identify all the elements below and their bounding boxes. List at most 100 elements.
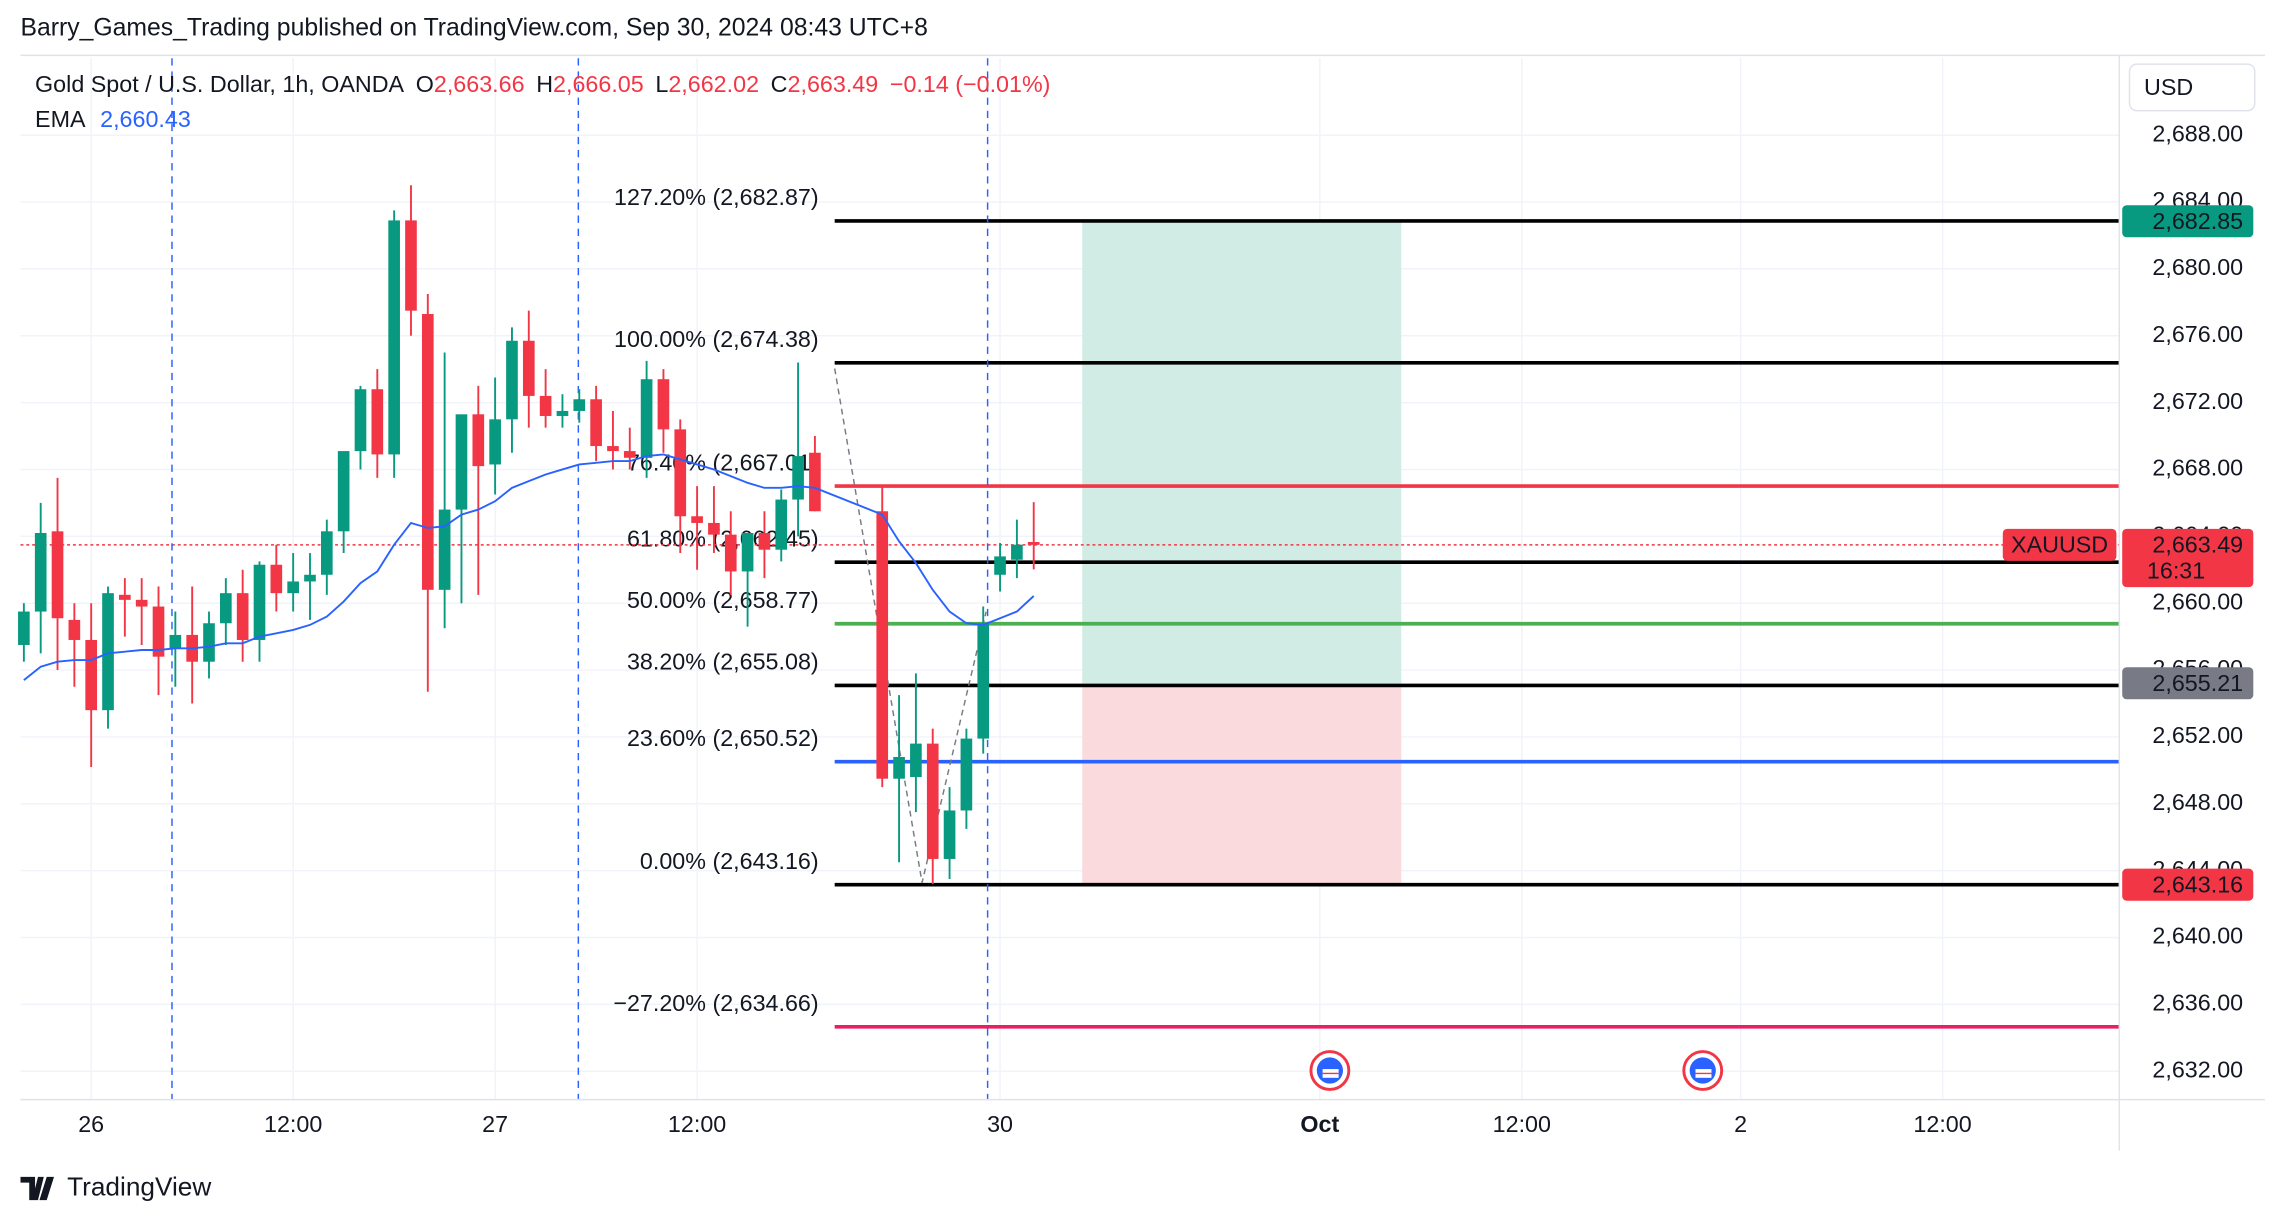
ohlc-key: L <box>655 71 668 97</box>
candle-body <box>438 509 451 590</box>
price-label: 2,655.21 <box>2152 670 2243 696</box>
candle-body <box>371 389 384 455</box>
candle-body <box>741 532 754 572</box>
grid-layer <box>20 58 2120 1100</box>
candle-body <box>18 611 30 645</box>
symbol-label-box <box>2002 528 2117 561</box>
currency[interactable]: USD <box>2144 74 2193 100</box>
candle-body <box>421 314 434 590</box>
candle-body <box>590 399 602 447</box>
candle-body <box>556 410 569 416</box>
candle-body <box>472 414 485 467</box>
fib-label: 50.00% (2,658.77) <box>627 587 819 613</box>
candle-body <box>977 623 990 739</box>
y-tick-label: 2,632.00 <box>2152 1056 2243 1082</box>
candle-body <box>910 743 922 778</box>
candle-body <box>809 452 821 512</box>
last-price-label: 2,663.49 <box>2152 531 2243 557</box>
candle-body <box>85 639 98 711</box>
fib-label: 23.60% (2,650.52) <box>627 725 819 751</box>
candle-body <box>405 220 417 311</box>
change: −0.14 (−0.01%) <box>890 71 1051 97</box>
ema-line <box>23 453 1035 681</box>
candle-body <box>1027 542 1040 545</box>
fib-label: 61.80% (2,662.45) <box>627 526 819 552</box>
candle-body <box>708 522 720 535</box>
x-tick-label: 30 <box>987 1111 1013 1137</box>
candle-body <box>522 340 535 396</box>
candle-body <box>674 429 687 517</box>
y-tick-label: 2,636.00 <box>2152 990 2243 1016</box>
x-tick-label: 12:00 <box>1493 1111 1551 1137</box>
drawing-layer: 127.20% (2,682.87) 100.00% (2,674.38) 76.4… <box>20 184 2120 1029</box>
x-tick-label: 2 <box>1734 1111 1747 1137</box>
symbol-label: XAUUSD <box>2011 531 2108 557</box>
countdown: 16:31 <box>2147 558 2205 584</box>
candle-body <box>51 531 64 619</box>
event-icon[interactable] <box>1682 1050 1724 1091</box>
y-tick-label: 2,648.00 <box>2152 789 2243 815</box>
last-price-box <box>2122 528 2254 588</box>
ohlc-value: 2,663.49 <box>788 71 879 97</box>
x-tick-label: 12:00 <box>1913 1111 1971 1137</box>
x-tick-label: 12:00 <box>264 1111 322 1137</box>
candle-body <box>489 419 501 465</box>
candle-body <box>893 756 905 779</box>
candle-body <box>775 499 788 550</box>
series-layer <box>18 185 1040 885</box>
candle-body <box>304 574 316 582</box>
candle-body <box>926 743 939 859</box>
profit-zone <box>1082 221 1402 684</box>
candle-body <box>270 564 283 594</box>
candle-body <box>236 593 249 640</box>
ohlc-value: 2,663.66 <box>434 71 525 97</box>
y-tick-label: 2,676.00 <box>2152 321 2243 347</box>
symbol: Gold Spot / U.S. Dollar, 1h, OANDA <box>35 71 404 97</box>
candle-body <box>34 532 47 612</box>
ohlc-value: 2,666.05 <box>553 71 644 97</box>
candle-body <box>388 220 400 455</box>
candle-body <box>135 599 148 607</box>
candle-body <box>102 593 114 711</box>
x-tick-label: Oct <box>1300 1111 1339 1137</box>
candle-body <box>287 581 299 594</box>
candle-body <box>220 593 232 624</box>
ema-legend: EMA 2,660.43 <box>35 106 191 132</box>
y-tick-label: 2,668.00 <box>2152 455 2243 481</box>
candle-body <box>876 511 889 779</box>
candle-body <box>152 606 165 657</box>
price-label-box <box>2122 667 2254 700</box>
candle-body <box>203 623 215 662</box>
candle-body <box>691 516 703 523</box>
y-tick-label: 2,660.00 <box>2152 588 2243 614</box>
candle-body <box>320 531 333 575</box>
event-icon[interactable] <box>1309 1050 1351 1091</box>
fib-label: 76.40% (2,667.01) <box>627 449 819 475</box>
candle-body <box>640 379 653 458</box>
price-label-box <box>2122 868 2254 901</box>
fib-trendline <box>833 368 987 883</box>
candle-body <box>354 389 367 452</box>
fib-label: −27.20% (2,634.66) <box>613 990 818 1016</box>
ema-name: EMA <box>35 106 86 132</box>
loss-zone <box>1082 683 1402 885</box>
currency-button[interactable] <box>2128 63 2256 112</box>
candle-body <box>253 564 266 640</box>
fib-label: 0.00% (2,643.16) <box>640 848 819 874</box>
candle-body <box>337 451 350 532</box>
candle-body <box>792 456 804 500</box>
candle-body <box>455 414 468 510</box>
legend-line: Gold Spot / U.S. Dollar, 1h, OANDA O2,663… <box>35 71 1050 97</box>
ohlc-key: C <box>771 71 788 97</box>
fib-label: 100.00% (2,674.38) <box>614 326 819 352</box>
y-tick-label: 2,688.00 <box>2152 120 2243 146</box>
footer: TradingView <box>67 1171 211 1201</box>
fib-label: 127.20% (2,682.87) <box>614 184 819 210</box>
candle-body <box>119 594 131 600</box>
y-tick-label: 2,680.00 <box>2152 254 2243 280</box>
x-tick-label: 27 <box>482 1111 508 1137</box>
y-tick-label: 2,652.00 <box>2152 722 2243 748</box>
ema-value: 2,660.43 <box>100 106 191 132</box>
